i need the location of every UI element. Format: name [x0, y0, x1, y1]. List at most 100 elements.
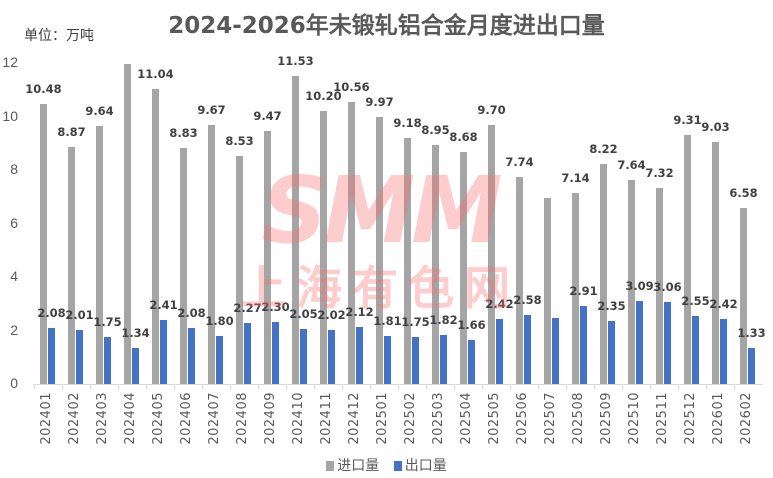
bar-import[interactable] — [180, 147, 187, 384]
x-tick-label: 202508 — [571, 392, 586, 445]
bar-import[interactable] — [460, 151, 467, 384]
data-label-import: 7.64 — [617, 157, 646, 172]
x-tick-mark — [594, 384, 595, 389]
bar-export[interactable] — [664, 302, 671, 384]
bar-import[interactable] — [236, 155, 243, 384]
x-tick-mark — [202, 384, 203, 389]
bar-export[interactable] — [580, 306, 587, 384]
x-tick-mark — [370, 384, 371, 389]
x-tick-label: 202504 — [459, 392, 474, 445]
y-tick-label: 2 — [10, 321, 18, 338]
data-label-import: 9.64 — [85, 104, 114, 119]
bar-import[interactable] — [320, 111, 327, 384]
bar-import[interactable] — [208, 125, 215, 384]
data-label-import: 10.20 — [305, 89, 342, 104]
x-tick-mark — [734, 384, 735, 389]
bar-import[interactable] — [544, 198, 551, 384]
x-tick-mark — [454, 384, 455, 389]
bar-export[interactable] — [160, 319, 167, 384]
bar-export[interactable] — [48, 328, 55, 384]
data-label-export: 1.82 — [429, 313, 458, 328]
bar-import[interactable] — [600, 164, 607, 384]
x-tick-mark — [118, 384, 119, 389]
bar-import[interactable] — [740, 207, 747, 384]
bar-import[interactable] — [152, 88, 159, 384]
legend-item-import[interactable]: 进口量 — [326, 455, 379, 475]
bar-export[interactable] — [356, 327, 363, 384]
legend-item-export[interactable]: 出口量 — [393, 455, 447, 475]
data-label-import: 10.48 — [25, 81, 62, 96]
x-tick-label: 202402 — [67, 392, 82, 445]
x-tick-mark — [146, 384, 147, 389]
bar-export[interactable] — [188, 328, 195, 384]
x-tick-mark — [314, 384, 315, 389]
bar-import[interactable] — [432, 144, 439, 384]
data-label-export: 2.05 — [289, 307, 318, 322]
bar-export[interactable] — [244, 323, 251, 384]
bar-import[interactable] — [488, 124, 495, 384]
bar-export[interactable] — [524, 314, 531, 384]
data-label-export: 1.75 — [93, 315, 122, 330]
data-label-export: 2.12 — [345, 305, 374, 320]
bar-export[interactable] — [328, 329, 335, 384]
bar-import[interactable] — [96, 126, 103, 384]
legend-swatch-import — [326, 461, 335, 471]
bar-import[interactable] — [376, 117, 383, 384]
data-label-import: 9.47 — [253, 108, 282, 123]
bar-export[interactable] — [412, 337, 419, 384]
data-label-export: 2.02 — [317, 307, 346, 322]
x-tick-mark — [286, 384, 287, 389]
bar-import[interactable] — [124, 64, 131, 384]
bar-export[interactable] — [608, 321, 615, 384]
legend: 进口量 出口量 — [0, 455, 773, 475]
bar-import[interactable] — [292, 75, 299, 384]
bar-export[interactable] — [440, 335, 447, 384]
x-tick-label: 202404 — [123, 392, 138, 445]
bar-import[interactable] — [684, 134, 691, 384]
x-tick-label: 202510 — [627, 392, 642, 445]
bar-import[interactable] — [40, 103, 47, 384]
bar-export[interactable] — [76, 330, 83, 384]
data-label-export: 2.35 — [597, 299, 626, 314]
bar-export[interactable] — [552, 317, 559, 384]
x-tick-mark — [258, 384, 259, 389]
bar-export[interactable] — [272, 322, 279, 384]
bar-export[interactable] — [748, 348, 755, 384]
data-label-export: 2.91 — [569, 284, 598, 299]
bar-export[interactable] — [468, 339, 475, 384]
x-tick-mark — [538, 384, 539, 389]
bar-import[interactable] — [264, 130, 271, 384]
x-tick-mark — [62, 384, 63, 389]
y-tick-label: 6 — [10, 214, 18, 231]
bar-import[interactable] — [516, 176, 523, 384]
bar-export[interactable] — [132, 348, 139, 384]
data-label-export: 2.27 — [233, 301, 262, 316]
bar-export[interactable] — [636, 301, 643, 384]
bar-export[interactable] — [104, 337, 111, 384]
bar-export[interactable] — [720, 319, 727, 384]
bar-export[interactable] — [692, 315, 699, 384]
x-tick-label: 202403 — [95, 392, 110, 445]
x-tick-mark — [622, 384, 623, 389]
unit-label: 单位：万吨 — [24, 28, 94, 44]
bar-import[interactable] — [656, 188, 663, 384]
bar-export[interactable] — [384, 335, 391, 384]
data-label-import: 10.56 — [333, 79, 370, 94]
bar-import[interactable] — [572, 193, 579, 384]
bar-export[interactable] — [216, 335, 223, 384]
bar-export[interactable] — [496, 319, 503, 384]
x-tick-label: 202406 — [179, 392, 194, 445]
data-label-import: 9.97 — [365, 95, 394, 110]
legend-swatch-export — [393, 461, 402, 471]
bar-export[interactable] — [300, 329, 307, 384]
data-label-export: 1.75 — [401, 315, 430, 330]
bar-import[interactable] — [628, 179, 635, 384]
x-tick-label: 202503 — [431, 392, 446, 445]
bar-import[interactable] — [404, 138, 411, 384]
bar-import[interactable] — [68, 146, 75, 384]
x-tick-label: 202412 — [347, 392, 362, 445]
x-tick-mark — [34, 384, 35, 389]
bar-import[interactable] — [348, 101, 355, 384]
bar-import[interactable] — [712, 142, 719, 384]
data-label-import: 7.14 — [561, 171, 590, 185]
